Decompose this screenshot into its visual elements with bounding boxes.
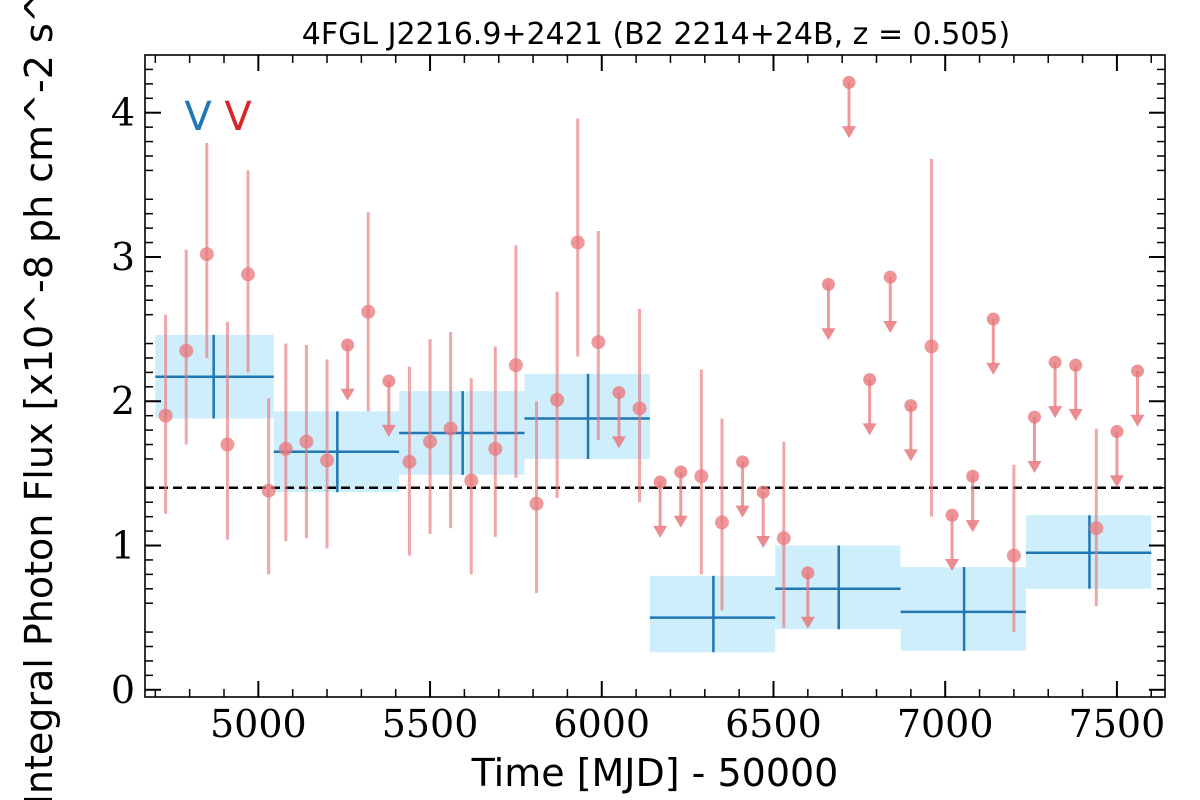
upper-limit-arrow-28 <box>735 505 750 518</box>
upper-limit-point-47 <box>1131 364 1145 378</box>
upper-limit-arrow-35 <box>883 320 898 333</box>
upper-limit-arrow-42 <box>1027 460 1042 473</box>
x-tick-label-0: 5000 <box>210 702 307 746</box>
marker-label-0: V <box>184 94 212 140</box>
upper-limit-arrow-24 <box>653 525 668 538</box>
flux-point-2 <box>199 247 214 262</box>
flux-point-19 <box>550 392 565 407</box>
flux-point-12 <box>402 454 417 469</box>
flux-point-37 <box>924 339 939 354</box>
upper-limit-point-36 <box>904 399 918 413</box>
upper-limit-arrow-29 <box>756 535 771 548</box>
upper-limit-point-29 <box>756 485 770 499</box>
flux-point-18 <box>529 496 544 511</box>
upper-limit-arrow-39 <box>965 520 980 533</box>
upper-limit-arrow-32 <box>821 328 836 341</box>
upper-limit-arrow-22 <box>611 436 626 449</box>
flux-point-0 <box>158 408 173 423</box>
upper-limit-arrow-40 <box>986 362 1001 375</box>
upper-limit-arrow-33 <box>842 126 857 139</box>
upper-limit-point-44 <box>1069 358 1083 372</box>
upper-limit-point-32 <box>821 277 835 291</box>
flux-point-30 <box>776 531 791 546</box>
flux-point-4 <box>241 267 256 282</box>
x-tick-label-2: 6000 <box>553 702 650 746</box>
flux-point-15 <box>464 473 479 488</box>
upper-limit-point-31 <box>801 566 815 580</box>
chart-title: 4FGL J2216.9+2421 (B2 2214+24B, z = 0.50… <box>302 17 1010 52</box>
flux-point-23 <box>632 401 647 416</box>
upper-limit-point-25 <box>674 465 688 479</box>
axis-ticks-layer: 5000 5500 6000 6500 7000 7500 0 1 2 3 4 <box>111 55 1165 746</box>
upper-limit-point-24 <box>653 475 667 489</box>
upper-limit-point-11 <box>382 374 396 388</box>
x-axis-label: Time [MJD] - 50000 <box>471 751 839 795</box>
daily-flux-layer <box>158 75 1145 633</box>
x-tick-label-5: 7500 <box>1069 702 1166 746</box>
flux-point-10 <box>361 304 376 319</box>
upper-limit-point-22 <box>612 386 626 400</box>
upper-limit-point-35 <box>883 270 897 284</box>
flux-point-6 <box>278 441 293 456</box>
upper-limit-arrow-11 <box>381 424 396 437</box>
upper-limit-arrow-36 <box>903 449 918 462</box>
upper-limit-arrow-31 <box>800 616 815 629</box>
binned-flux-layer <box>155 334 1152 653</box>
upper-limit-point-28 <box>736 455 750 469</box>
flux-point-45 <box>1089 521 1104 536</box>
flux-point-41 <box>1006 548 1021 563</box>
x-tick-label-4: 7000 <box>897 702 994 746</box>
upper-limit-point-43 <box>1048 355 1062 369</box>
upper-limit-point-46 <box>1110 425 1124 439</box>
flux-point-3 <box>220 437 235 452</box>
x-tick-label-3: 6500 <box>725 702 822 746</box>
y-tick-label-1: 1 <box>111 524 135 568</box>
upper-limit-arrow-9 <box>340 388 355 401</box>
upper-limit-arrow-46 <box>1109 475 1124 488</box>
y-tick-label-3: 3 <box>111 235 135 279</box>
flux-point-21 <box>591 335 606 350</box>
upper-limit-arrow-43 <box>1048 406 1063 419</box>
upper-limit-arrow-38 <box>945 559 960 572</box>
upper-limit-point-39 <box>966 469 980 483</box>
flux-point-26 <box>694 469 709 484</box>
upper-limit-point-40 <box>986 312 1000 326</box>
flux-point-17 <box>508 358 523 373</box>
upper-limit-arrow-34 <box>862 423 877 436</box>
flux-point-7 <box>299 434 314 449</box>
x-tick-label-1: 5500 <box>382 702 479 746</box>
flux-point-13 <box>423 434 438 449</box>
upper-limit-point-42 <box>1027 410 1041 424</box>
y-axis-label: Integral Photon Flux [x10^-8 ph cm^-2 s^… <box>17 0 61 800</box>
flux-point-8 <box>320 453 335 468</box>
upper-limit-arrow-25 <box>673 515 688 528</box>
y-tick-label-4: 4 <box>111 91 135 135</box>
flux-point-1 <box>179 343 194 358</box>
plot-frame <box>144 54 1166 698</box>
marker-label-1: V <box>224 94 252 140</box>
flux-point-5 <box>261 483 276 498</box>
upper-limit-point-34 <box>863 373 877 387</box>
flux-point-16 <box>488 441 503 456</box>
upper-limit-arrow-47 <box>1130 414 1145 427</box>
flux-point-14 <box>443 421 458 436</box>
flux-point-20 <box>570 235 585 250</box>
flux-point-27 <box>714 515 729 530</box>
upper-limit-arrow-44 <box>1068 409 1083 422</box>
upper-limit-point-9 <box>341 338 355 352</box>
upper-limit-point-33 <box>842 75 856 89</box>
upper-limit-point-38 <box>945 508 959 522</box>
y-tick-label-0: 0 <box>111 668 135 712</box>
y-tick-label-2: 2 <box>111 379 135 423</box>
